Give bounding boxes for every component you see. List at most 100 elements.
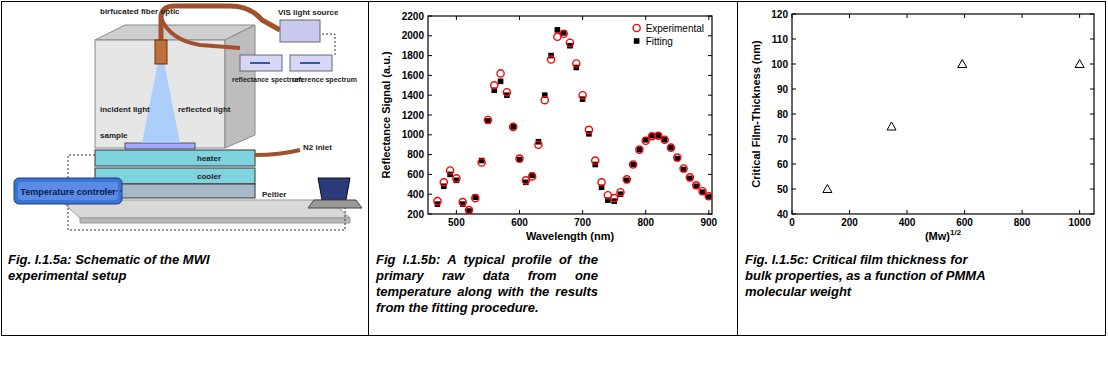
point (498, 79, 504, 85)
y-tick-label: 120 (771, 9, 788, 20)
y-tick (428, 174, 432, 175)
x-tick (645, 16, 646, 20)
y-tick (708, 95, 712, 96)
x-tick-label: 800 (1014, 217, 1031, 228)
y-tick-label: 40 (777, 209, 789, 220)
legend-marker (634, 38, 640, 44)
schematic-label: reflected light (178, 105, 231, 114)
y-tick (792, 64, 796, 65)
point (555, 27, 561, 33)
y-tick-label: 70 (777, 134, 789, 145)
point (630, 161, 637, 168)
chart: 5006007008009002004006008001000120014001… (380, 11, 718, 243)
y-tick (1090, 139, 1094, 140)
y-tick (792, 214, 796, 215)
plot-frame (428, 16, 712, 214)
n2-pipe (255, 150, 300, 155)
y-tick (1090, 189, 1094, 190)
y-tick (792, 139, 796, 140)
y-tick (1090, 39, 1094, 40)
x-tick-label: 600 (511, 217, 528, 228)
plot-data (434, 27, 712, 214)
y-tick (708, 174, 712, 175)
schematic-label: birfucated fiber optic (100, 7, 180, 16)
sample (125, 143, 195, 149)
y-tick (708, 35, 712, 36)
point (516, 155, 523, 162)
point (1075, 60, 1084, 68)
x-tick (519, 16, 520, 20)
point (656, 133, 662, 139)
y-tick (1090, 214, 1094, 215)
x-tick (907, 14, 908, 18)
y-tick-label: 2000 (402, 30, 425, 41)
x-tick (519, 210, 520, 214)
y-tick (792, 89, 796, 90)
x-tick (1022, 210, 1023, 214)
schematic: birfucated fiber opticVIS light sourcein… (14, 6, 362, 230)
x-tick (964, 14, 965, 18)
y-tick-label: 90 (777, 84, 789, 95)
heater-layer (95, 150, 255, 166)
schematic-label: incident light (100, 105, 150, 114)
light-source (280, 20, 320, 42)
point (661, 136, 668, 143)
schematic-label: sample (100, 131, 128, 140)
x-tick (792, 210, 793, 214)
legend-label: Experimental (646, 23, 704, 34)
chamber-side (225, 25, 255, 148)
y-tick-label: 50 (777, 184, 789, 195)
point (674, 154, 681, 161)
point (459, 199, 466, 206)
y-tick (428, 214, 432, 215)
schematic-label: heater (197, 154, 221, 163)
x-tick (582, 16, 583, 20)
y-tick (792, 114, 796, 115)
y-tick-label: 110 (772, 34, 789, 45)
point (579, 92, 586, 99)
controller-face (18, 182, 118, 200)
x-tick-label: 700 (574, 217, 591, 228)
point (535, 141, 542, 148)
point (465, 206, 472, 213)
spectrometer-window (250, 62, 320, 64)
x-tick (708, 210, 709, 214)
x-tick-label: 200 (841, 217, 858, 228)
x-tick-label: 0 (789, 217, 795, 228)
schematic-label: reference spectrum (292, 76, 357, 84)
y-tick-label: 1600 (402, 70, 425, 81)
panel-divider (737, 2, 738, 336)
legend-marker (633, 24, 640, 31)
x-tick (907, 210, 908, 214)
x-tick (1022, 14, 1023, 18)
point (560, 30, 567, 37)
fiber-probe (155, 40, 167, 64)
y-tick (792, 39, 796, 40)
point (623, 176, 630, 183)
panel-divider (368, 2, 369, 336)
point (510, 124, 516, 130)
y-tick (792, 14, 796, 15)
fiber-branch (161, 18, 240, 48)
x-tick-label: 500 (448, 217, 465, 228)
point (491, 82, 498, 89)
point (566, 39, 573, 46)
y-tick (708, 75, 712, 76)
controller-box (14, 178, 122, 204)
x-axis-title: (Mw)1/2 (925, 228, 962, 242)
point (541, 97, 548, 104)
x-axis-title-text: Wavelength (nm) (526, 230, 615, 242)
point (510, 123, 517, 130)
schematic-label: cooler (197, 172, 221, 181)
point (630, 162, 636, 168)
y-axis-title: Reflectance Signal (a.u.) (380, 51, 392, 178)
y-tick (428, 95, 432, 96)
wiring (68, 34, 345, 230)
y-tick (1090, 89, 1094, 90)
plot-data (823, 60, 1084, 193)
point (484, 116, 491, 123)
figure: birfucated fiber opticVIS light sourcein… (0, 0, 1108, 374)
x-tick (964, 210, 965, 214)
chart: 02004006008001000405060708090100110120(M… (750, 9, 1094, 243)
x-tick (1079, 210, 1080, 214)
